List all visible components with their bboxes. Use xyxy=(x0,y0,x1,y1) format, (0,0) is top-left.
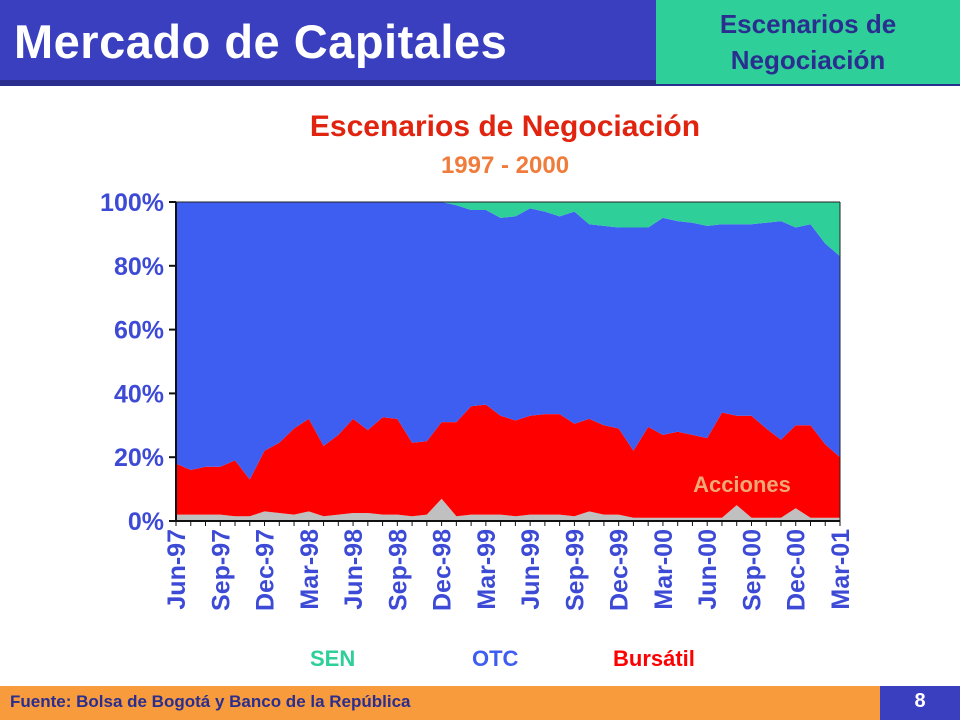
x-tick-label: Jun-98 xyxy=(340,529,368,610)
y-tick-label: 20% xyxy=(114,444,164,472)
legend-otc: OTC xyxy=(472,646,519,671)
source-note: Fuente: Bolsa de Bogotá y Banco de la Re… xyxy=(10,692,411,711)
area-series-bursatil xyxy=(176,404,840,518)
page-number-box xyxy=(880,686,960,720)
y-tick-label: 60% xyxy=(114,317,164,345)
chart-title: Escenarios de Negociación xyxy=(309,110,701,143)
section-badge-line2: Negociación xyxy=(730,45,886,75)
y-tick-label: 80% xyxy=(114,253,164,281)
x-tick-label: Mar-00 xyxy=(650,529,678,610)
legend-sen: SEN xyxy=(310,646,356,671)
x-tick-label: Jun-97 xyxy=(163,529,191,610)
x-tick-label: Mar-99 xyxy=(473,529,501,610)
x-tick-label: Sep-99 xyxy=(561,529,589,611)
x-tick-label: Sep-97 xyxy=(207,529,235,611)
area-series-acciones xyxy=(176,498,840,521)
acciones-annotation: Acciones xyxy=(693,472,791,497)
area-series-sen xyxy=(176,202,840,257)
x-tick-label: Sep-98 xyxy=(384,529,412,611)
slide-title: Mercado de Capitales xyxy=(14,15,508,68)
y-tick-label: 0% xyxy=(128,508,164,536)
header-rule xyxy=(0,80,960,86)
x-tick-label: Jun-99 xyxy=(517,529,545,610)
section-badge: Escenarios de Negociación xyxy=(656,0,960,84)
legend-bursatil: Bursátil xyxy=(613,646,695,671)
x-tick-label: Dec-98 xyxy=(429,529,457,611)
chart-subtitle: 1997 - 2000 xyxy=(440,152,570,179)
x-tick-label: Dec-00 xyxy=(783,529,811,611)
x-tick-label: Mar-98 xyxy=(296,529,324,610)
x-tick-label: Dec-99 xyxy=(606,529,634,611)
x-tick-label: Sep-00 xyxy=(738,529,766,611)
x-tick-label: Mar-01 xyxy=(827,529,855,610)
y-tick-label: 40% xyxy=(114,380,164,408)
page-number: 8 xyxy=(914,690,926,712)
section-badge-line1: Escenarios de xyxy=(719,9,897,39)
footer-band xyxy=(0,686,960,720)
x-tick-label: Dec-97 xyxy=(252,529,280,611)
x-tick-label: Jun-00 xyxy=(694,529,722,610)
area-series-otc xyxy=(176,202,840,480)
y-tick-label: 100% xyxy=(100,189,164,217)
